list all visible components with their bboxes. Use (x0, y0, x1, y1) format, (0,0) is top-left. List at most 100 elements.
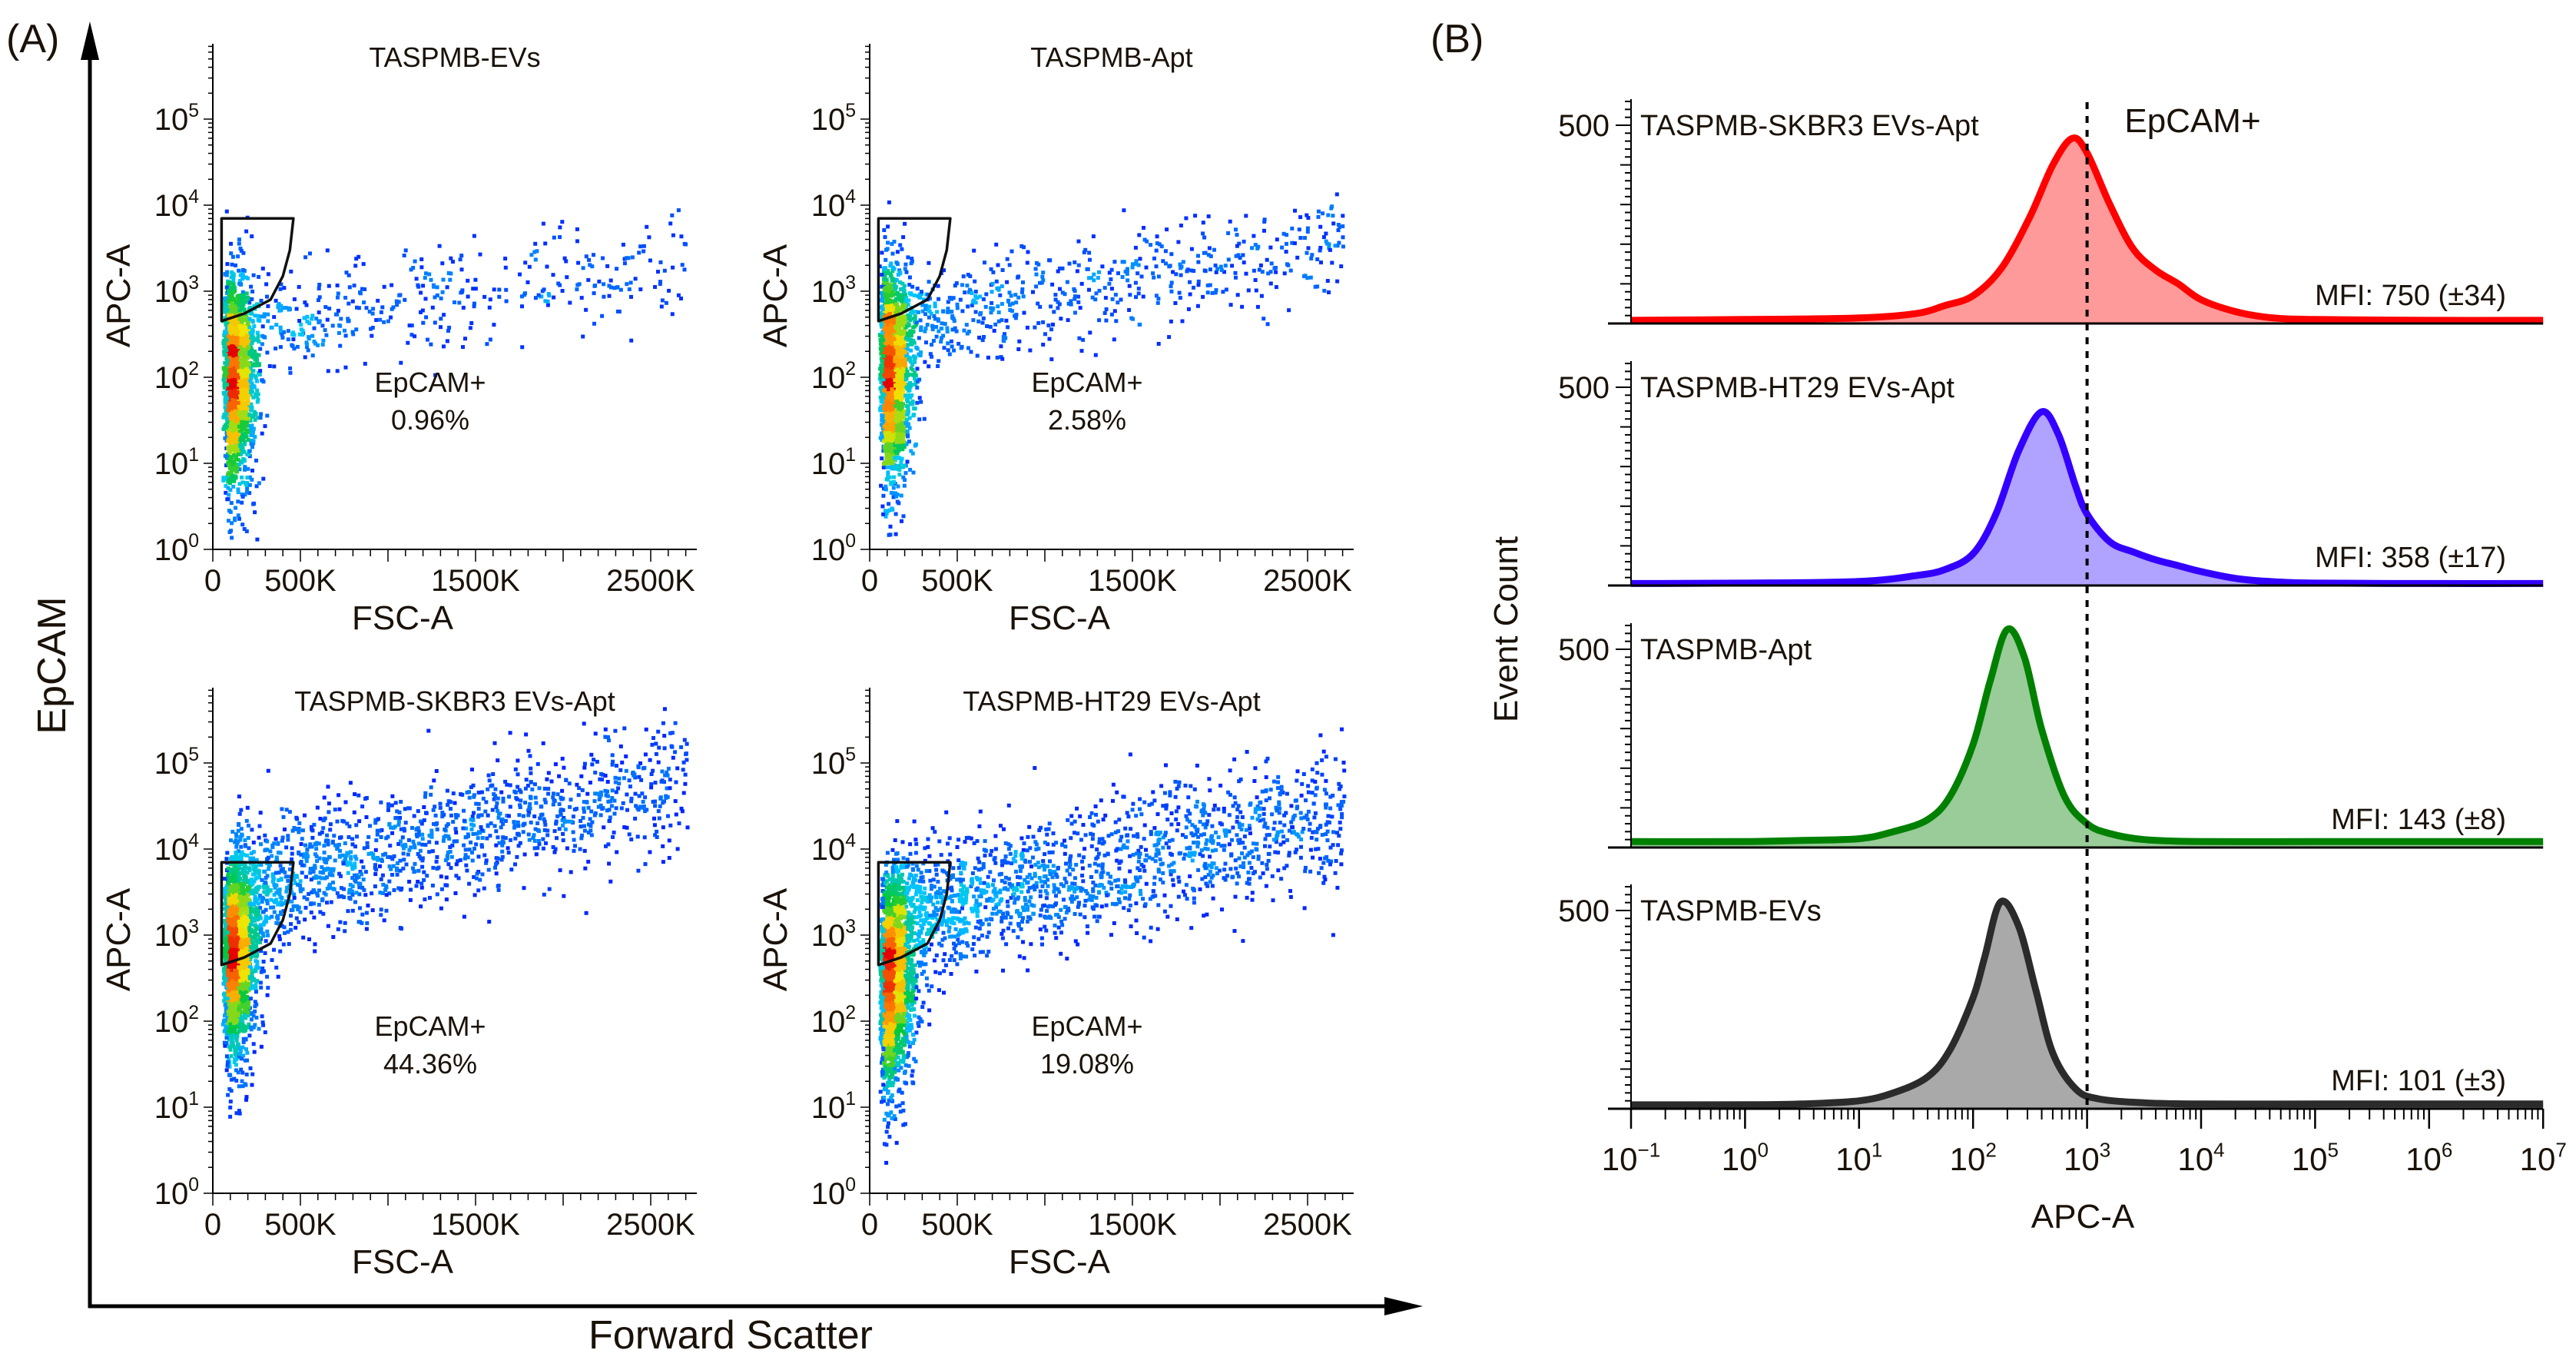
scatter-point (898, 321, 903, 326)
scatter-point (225, 353, 230, 357)
scatter-point (903, 316, 907, 320)
scatter-point (240, 410, 244, 415)
scatter-point (231, 392, 236, 396)
scatter-point (254, 394, 259, 399)
scatter-point (1154, 264, 1159, 269)
scatter-point (343, 328, 346, 333)
scatter-point (990, 290, 994, 294)
scatter-point (883, 300, 887, 305)
scatter-point (970, 304, 974, 307)
scatter-point (421, 284, 426, 288)
scatter-point (440, 261, 445, 266)
scatter-point (895, 466, 900, 471)
scatter-point (242, 336, 247, 340)
scatter-point (918, 295, 923, 300)
scatter-point (447, 325, 452, 330)
scatter-point (886, 224, 890, 229)
scatter-point (993, 322, 998, 327)
scatter-point (437, 244, 442, 248)
tick-base: 10 (154, 189, 189, 223)
scatter-point (249, 427, 254, 432)
scatter-point (1181, 260, 1185, 264)
scatter-point (473, 287, 478, 291)
scatter-point (670, 213, 675, 217)
scatter-point (221, 341, 226, 346)
scatter-point (1157, 242, 1162, 247)
y-axis-label: APC-A (100, 244, 138, 347)
scatter-point (1214, 288, 1218, 293)
scatter-point (900, 370, 904, 375)
scatter-point (946, 341, 950, 346)
scatter-point (936, 284, 940, 288)
scatter-point (242, 449, 247, 454)
scatter-point (887, 403, 892, 408)
scatter-point (411, 266, 416, 270)
scatter-point (226, 379, 230, 383)
scatter-point (584, 307, 588, 312)
tick-exponent: 2 (845, 359, 856, 380)
scatter-point (882, 314, 887, 319)
scatter-point (244, 388, 248, 393)
scatter-point (908, 329, 913, 333)
scatter-point (325, 317, 330, 322)
scatter-point (234, 358, 238, 363)
scatter-point (1035, 260, 1039, 265)
scatter-point (884, 295, 888, 300)
scatter-point (890, 397, 894, 402)
scatter-point (902, 440, 906, 444)
scatter-point (242, 296, 247, 300)
scatter-point (1155, 241, 1159, 246)
scatter-point (989, 306, 993, 310)
scatter-point (890, 443, 894, 448)
scatter-point (886, 444, 890, 449)
scatter-point (228, 488, 233, 493)
scatter-point (1255, 304, 1260, 309)
scatter-point (893, 466, 897, 471)
scatter-point (224, 426, 228, 430)
scatter-point (396, 300, 401, 304)
scatter-point (1088, 257, 1092, 262)
scatter-point (247, 406, 251, 410)
plot-title: TASPMB-Apt (1030, 41, 1192, 73)
scatter-point (897, 436, 902, 441)
scatter-point (886, 287, 890, 291)
scatter-point (497, 294, 502, 299)
scatter-point (237, 437, 242, 442)
tick-base: 10 (154, 275, 189, 309)
scatter-point (1285, 241, 1288, 246)
scatter-point (290, 332, 295, 337)
scatter-point (882, 439, 886, 443)
scatter-point (222, 345, 227, 350)
scatter-point (1134, 262, 1139, 266)
scatter-point (347, 285, 352, 290)
scatter-point (244, 395, 249, 400)
scatter-point (986, 355, 990, 360)
scatter-point (441, 277, 446, 282)
scatter-point (239, 429, 244, 433)
scatter-point (390, 283, 394, 287)
scatter-point (1331, 221, 1336, 226)
scatter-point (884, 456, 889, 460)
scatter-point (893, 357, 897, 361)
scatter-point (1057, 302, 1062, 307)
scatter-point (243, 325, 247, 330)
scatter-point (948, 310, 953, 314)
scatter-point (881, 420, 886, 424)
scatter-point (346, 317, 350, 321)
scatter-point (226, 299, 230, 304)
scatter-point (382, 320, 386, 324)
scatter-point (884, 353, 889, 357)
scatter-point (245, 342, 250, 347)
scatter-point (1137, 233, 1142, 237)
scatter-point (977, 335, 982, 340)
scatter-point (887, 363, 891, 367)
scatter-point (249, 284, 254, 289)
scatter-point (890, 323, 895, 327)
scatter-point (898, 440, 903, 444)
scatter-point (1213, 264, 1218, 267)
scatter-point (234, 476, 238, 480)
scatter-point (1265, 257, 1269, 262)
scatter-point (225, 420, 230, 425)
scatter-point (303, 316, 307, 320)
scatter-point (439, 317, 443, 321)
